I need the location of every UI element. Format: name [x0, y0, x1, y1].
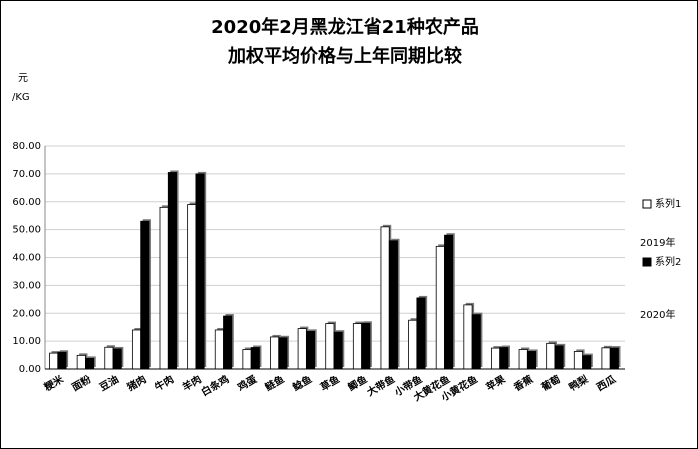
y-tick-label: 0.00	[19, 364, 41, 375]
bar	[270, 336, 280, 370]
bar	[250, 347, 260, 370]
bar	[278, 337, 288, 370]
bar	[297, 328, 307, 370]
y-unit: 元	[18, 73, 28, 84]
y-tick-label: 30.00	[12, 280, 41, 291]
y-tick-label: 40.00	[12, 253, 41, 264]
bar	[352, 323, 363, 370]
y-tick-label: 70.00	[12, 169, 41, 180]
y-tick-label: 20.00	[12, 308, 41, 319]
bar	[131, 329, 142, 370]
y-tick-label: 80.00	[12, 141, 41, 152]
bar	[471, 314, 481, 370]
bar	[388, 240, 398, 370]
bar	[167, 172, 177, 370]
bar	[463, 304, 473, 370]
bar	[499, 347, 509, 370]
bar	[491, 347, 501, 370]
bar	[518, 349, 528, 370]
bar	[380, 226, 390, 370]
bar	[526, 351, 537, 370]
bar	[223, 315, 233, 370]
bar	[546, 342, 556, 370]
bar	[242, 349, 252, 370]
legend-label: 系列1	[655, 197, 681, 210]
bar	[325, 323, 335, 370]
bar	[435, 245, 445, 370]
y-tick-label: 10.00	[12, 336, 41, 347]
bar	[76, 354, 86, 370]
bar	[85, 358, 95, 370]
bar	[361, 322, 371, 370]
bar	[333, 331, 343, 370]
annotation: 2019年	[640, 236, 675, 249]
bar	[554, 345, 564, 370]
bar	[416, 297, 426, 370]
bar	[444, 234, 454, 370]
y-tick-label: 50.00	[12, 225, 41, 236]
legend-label: 系列2	[655, 255, 681, 268]
bar	[57, 351, 67, 370]
bar	[104, 346, 114, 370]
bar	[187, 204, 197, 370]
chart-title: 加权平均价格与上年同期比较	[227, 45, 462, 67]
bar	[305, 330, 316, 370]
bar	[195, 173, 205, 370]
bar	[140, 220, 150, 370]
bar	[49, 352, 59, 370]
chart-title: 2020年2月黑龙江省21种农产品	[211, 16, 479, 38]
bar	[582, 355, 592, 370]
y-unit: /KG	[12, 92, 30, 103]
bar	[573, 351, 583, 370]
legend-swatch	[642, 257, 652, 267]
bar	[112, 348, 122, 370]
y-tick-label: 60.00	[12, 197, 41, 208]
bar	[159, 206, 169, 370]
annotation: 2020年	[640, 308, 675, 321]
bar	[408, 319, 418, 370]
bar	[601, 347, 611, 370]
bar	[214, 329, 224, 370]
bar	[609, 347, 619, 370]
legend-swatch	[642, 199, 652, 209]
